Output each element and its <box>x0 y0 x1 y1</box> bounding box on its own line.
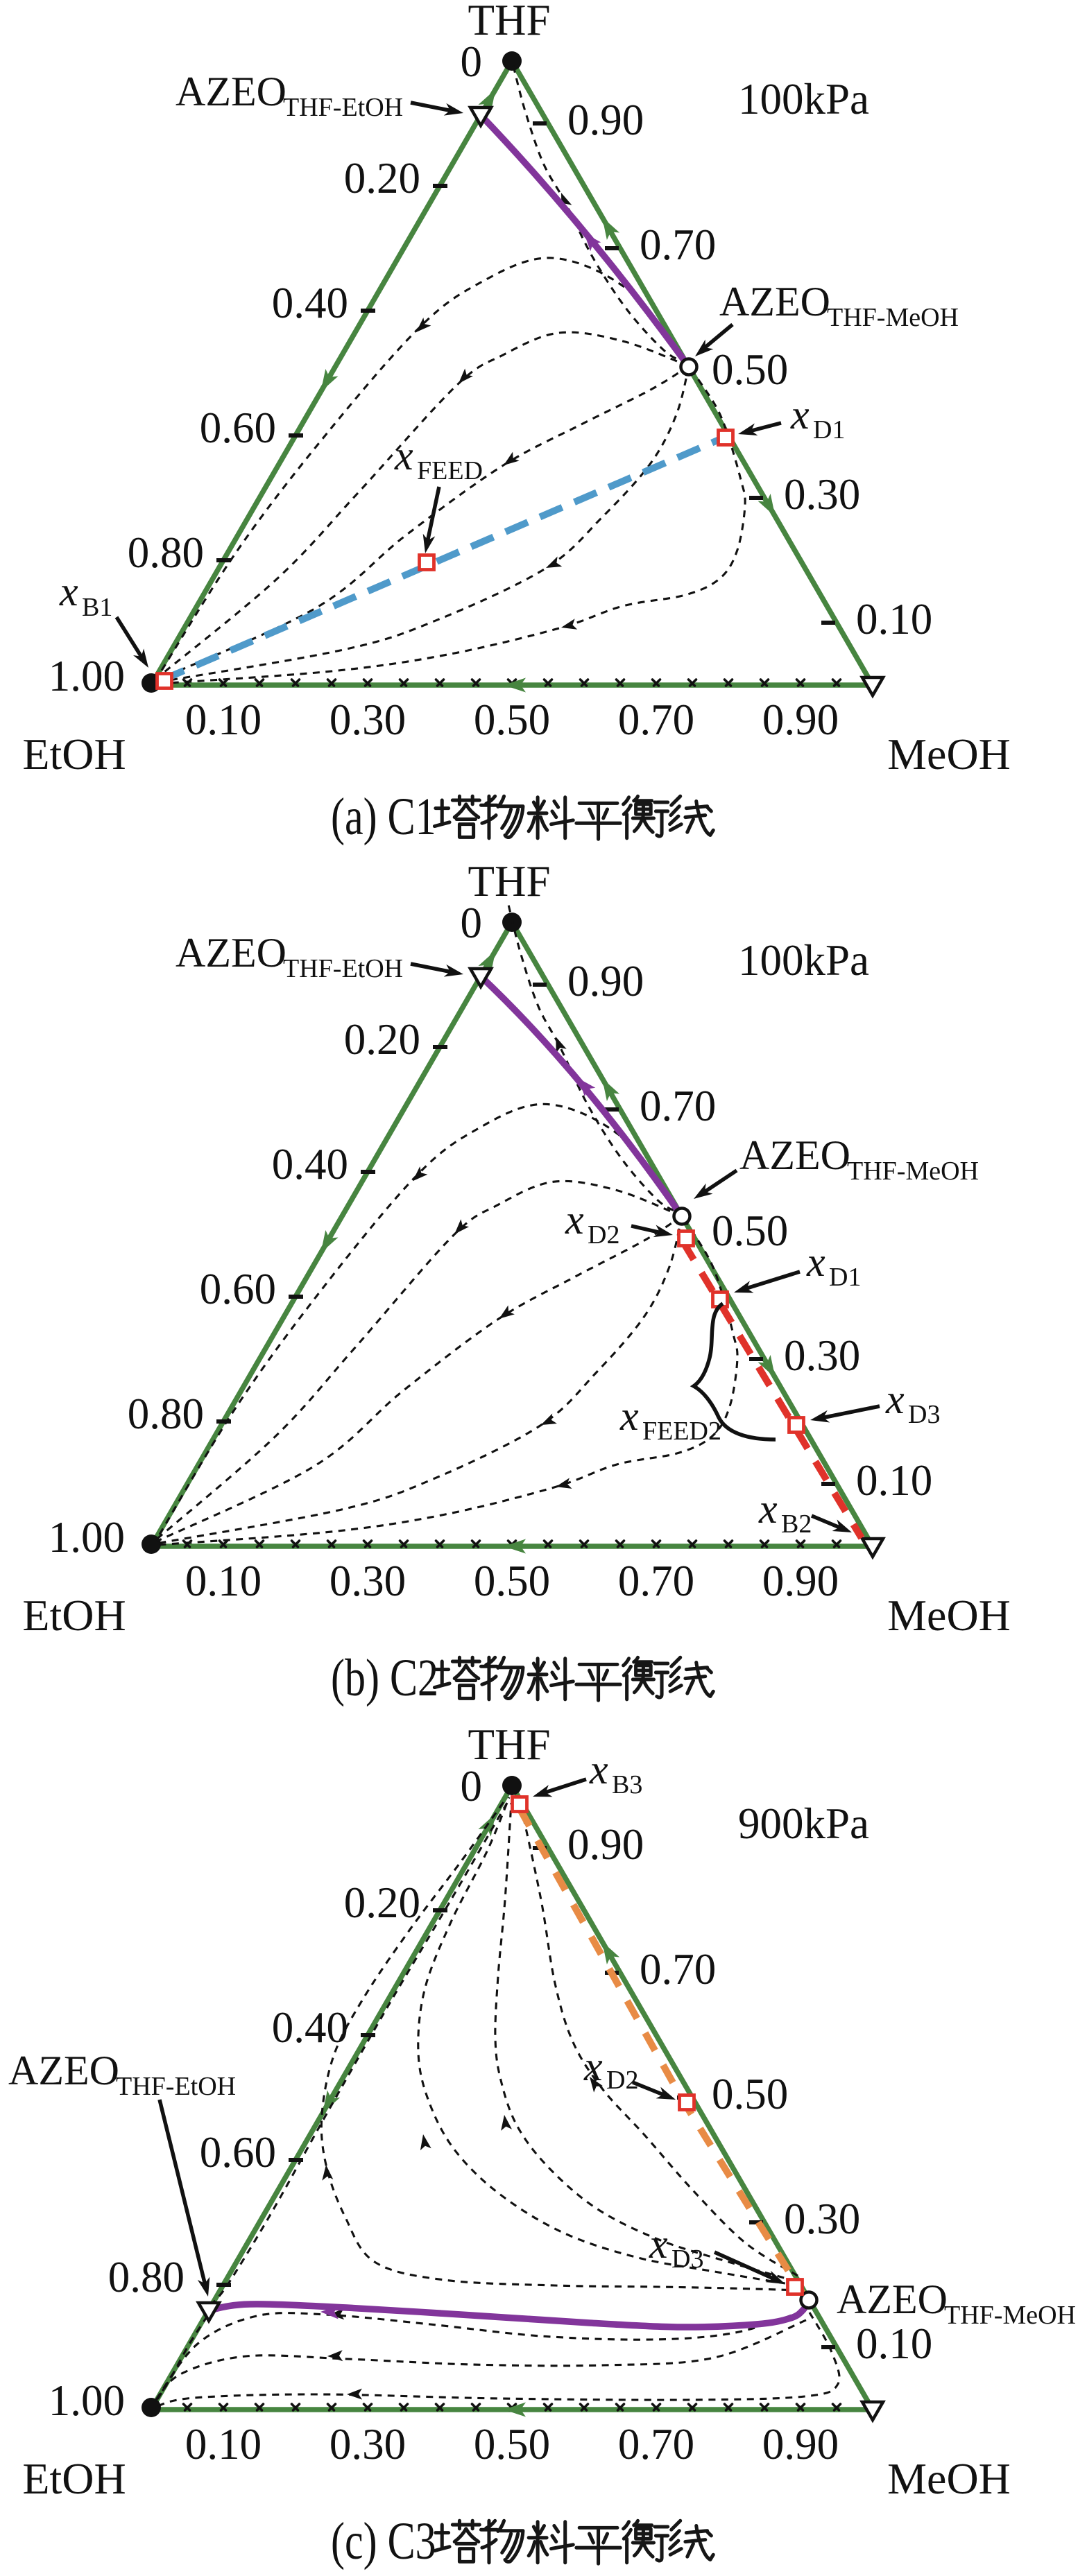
svg-text:0: 0 <box>461 1762 483 1810</box>
svg-text:EtOH: EtOH <box>22 1591 126 1640</box>
svg-text:0.30: 0.30 <box>784 2195 860 2243</box>
svg-text:THF-MeOH: THF-MeOH <box>827 303 959 332</box>
svg-text:0.10: 0.10 <box>185 1557 262 1605</box>
svg-text:0.90: 0.90 <box>567 96 644 144</box>
svg-text:THF: THF <box>468 857 550 906</box>
svg-text:0.60: 0.60 <box>200 2128 276 2177</box>
svg-text:x: x <box>649 2221 668 2267</box>
svg-text:0.30: 0.30 <box>329 695 406 744</box>
svg-text:D1: D1 <box>813 415 845 444</box>
svg-text:x: x <box>885 1376 905 1422</box>
svg-text:MeOH: MeOH <box>887 729 1011 779</box>
svg-text:x: x <box>758 1486 778 1532</box>
svg-text:0.70: 0.70 <box>640 221 716 269</box>
svg-text:FEED2: FEED2 <box>642 1417 721 1446</box>
svg-text:AZEO: AZEO <box>719 279 830 325</box>
svg-text:D1: D1 <box>829 1263 861 1292</box>
svg-text:THF-MeOH: THF-MeOH <box>944 2301 1076 2330</box>
svg-text:0.30: 0.30 <box>784 470 860 519</box>
svg-text:100kPa: 100kPa <box>738 75 869 123</box>
svg-text:0.30: 0.30 <box>784 1331 860 1380</box>
svg-text:0.40: 0.40 <box>272 1140 348 1188</box>
svg-text:0.90: 0.90 <box>762 695 839 744</box>
svg-text:0.30: 0.30 <box>329 1557 406 1605</box>
svg-text:0.10: 0.10 <box>856 2319 932 2368</box>
svg-text:D3: D3 <box>671 2245 703 2274</box>
svg-text:0.80: 0.80 <box>108 2253 185 2301</box>
svg-text:0.70: 0.70 <box>618 695 694 744</box>
svg-text:0.90: 0.90 <box>567 1820 644 1869</box>
svg-text:0.10: 0.10 <box>856 1456 932 1505</box>
svg-text:x: x <box>583 2043 603 2089</box>
svg-text:THF: THF <box>468 1720 550 1769</box>
svg-text:x: x <box>806 1239 825 1285</box>
svg-text:FEED: FEED <box>417 456 483 485</box>
svg-text:x: x <box>565 1197 584 1243</box>
svg-text:D2: D2 <box>588 1220 619 1250</box>
svg-text:THF: THF <box>468 0 550 44</box>
svg-text:0.70: 0.70 <box>640 1945 716 1994</box>
svg-text:AZEO: AZEO <box>837 2276 948 2322</box>
svg-text:0.90: 0.90 <box>762 1557 839 1605</box>
svg-text:0.50: 0.50 <box>474 1557 550 1605</box>
svg-text:B3: B3 <box>612 1770 642 1799</box>
svg-text:0.90: 0.90 <box>567 957 644 1005</box>
svg-text:THF-MeOH: THF-MeOH <box>847 1157 979 1186</box>
svg-text:AZEO: AZEO <box>739 1132 850 1178</box>
svg-text:1.00: 1.00 <box>49 1513 125 1562</box>
svg-text:1.00: 1.00 <box>49 652 125 700</box>
svg-text:(a) C1: (a) C1 <box>331 787 436 846</box>
svg-text:(c) C3: (c) C3 <box>331 2512 436 2570</box>
svg-text:AZEO: AZEO <box>8 2048 119 2093</box>
svg-text:THF-EtOH: THF-EtOH <box>283 954 403 983</box>
svg-text:0.10: 0.10 <box>185 2420 262 2469</box>
svg-text:0.10: 0.10 <box>185 695 262 744</box>
svg-text:1.00: 1.00 <box>49 2376 125 2425</box>
svg-text:0.50: 0.50 <box>474 695 550 744</box>
svg-text:D2: D2 <box>606 2066 638 2095</box>
svg-text:MeOH: MeOH <box>887 2454 1011 2503</box>
svg-text:B2: B2 <box>781 1510 812 1539</box>
svg-text:0: 0 <box>461 899 483 947</box>
svg-text:EtOH: EtOH <box>22 2454 126 2503</box>
svg-text:AZEO: AZEO <box>176 930 286 976</box>
svg-text:(b) C2: (b) C2 <box>331 1648 438 1707</box>
svg-text:0.80: 0.80 <box>128 528 204 577</box>
svg-text:0.30: 0.30 <box>329 2420 406 2469</box>
svg-text:0.50: 0.50 <box>712 1207 788 1255</box>
svg-text:0.20: 0.20 <box>344 1878 420 1927</box>
svg-text:THF-EtOH: THF-EtOH <box>283 93 403 122</box>
svg-text:x: x <box>619 1393 639 1439</box>
svg-text:AZEO: AZEO <box>176 69 286 114</box>
svg-text:0.40: 0.40 <box>272 2003 348 2052</box>
svg-text:0.70: 0.70 <box>618 2420 694 2469</box>
svg-text:0.10: 0.10 <box>856 595 932 643</box>
svg-text:0.50: 0.50 <box>712 345 788 394</box>
svg-text:0.80: 0.80 <box>128 1390 204 1438</box>
svg-text:0.70: 0.70 <box>640 1082 716 1130</box>
svg-text:0: 0 <box>461 37 483 86</box>
svg-text:D3: D3 <box>908 1400 940 1429</box>
svg-text:EtOH: EtOH <box>22 729 126 779</box>
svg-text:THF-EtOH: THF-EtOH <box>116 2072 236 2101</box>
svg-text:x: x <box>394 433 413 478</box>
svg-text:0.20: 0.20 <box>344 1015 420 1064</box>
svg-text:0.60: 0.60 <box>200 1265 276 1313</box>
svg-text:0.50: 0.50 <box>474 2420 550 2469</box>
svg-text:0.40: 0.40 <box>272 279 348 327</box>
svg-text:0.20: 0.20 <box>344 154 420 202</box>
svg-text:100kPa: 100kPa <box>738 936 869 985</box>
svg-text:x: x <box>59 569 78 614</box>
svg-text:MeOH: MeOH <box>887 1591 1011 1640</box>
svg-text:0.90: 0.90 <box>762 2420 839 2469</box>
svg-text:0.70: 0.70 <box>618 1557 694 1605</box>
svg-text:B1: B1 <box>82 593 112 622</box>
svg-text:x: x <box>790 392 810 438</box>
svg-text:0.50: 0.50 <box>712 2070 788 2118</box>
svg-text:900kPa: 900kPa <box>738 1799 869 1848</box>
svg-text:0.60: 0.60 <box>200 404 276 452</box>
svg-text:x: x <box>589 1747 608 1792</box>
